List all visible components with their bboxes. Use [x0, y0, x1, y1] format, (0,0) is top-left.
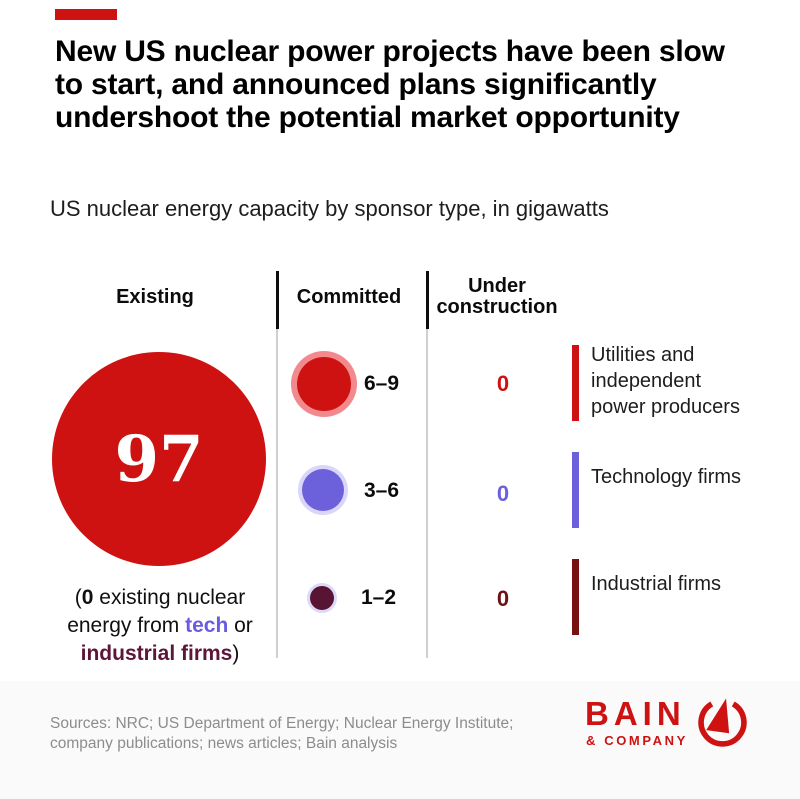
legend-label-utilities: Utilities and independent power producer… — [591, 344, 740, 418]
column-divider-extension — [426, 329, 428, 658]
page-title: New US nuclear power projects have been … — [55, 35, 725, 134]
existing-note-line3: industrial firms) — [80, 642, 240, 665]
sources-text: Sources: NRC; US Department of Energy; N… — [50, 714, 570, 754]
existing-capacity-value: 97 — [114, 421, 204, 497]
under-construction-value-industrial: 0 — [496, 586, 510, 611]
legend-bar-technology — [572, 452, 579, 528]
committed-range-industrial: 1–2 — [361, 586, 397, 609]
chart-subtitle: US nuclear energy capacity by sponsor ty… — [50, 196, 609, 221]
sources-line2: company publications; news articles; Bai… — [50, 735, 398, 752]
tech-highlight: tech — [185, 614, 229, 637]
committed-bubble-utilities — [291, 351, 357, 417]
committed-range-technology: 3–6 — [364, 479, 400, 502]
column-divider — [426, 271, 429, 329]
under-construction-value-utilities: 0 — [496, 371, 510, 396]
existing-note-line2: energy from tech or — [67, 614, 253, 637]
committed-bubble-technology — [298, 465, 348, 515]
existing-note-line1: (0 existing nuclear — [74, 586, 246, 609]
red-kicker-bar — [55, 9, 117, 20]
sources-line1: Sources: NRC; US Department of Energy; N… — [50, 715, 514, 732]
committed-bubble-technology-core — [302, 469, 344, 511]
legend-bar-utilities — [572, 345, 579, 421]
column-divider — [276, 271, 279, 329]
column-divider-extension — [276, 329, 278, 658]
legend-bar-industrial — [572, 559, 579, 635]
legend-label-industrial: Industrial firms — [591, 573, 722, 595]
legend-label-technology: Technology firms — [591, 466, 742, 488]
bain-compass-icon — [698, 698, 747, 747]
bain-logo-company: & COMPANY — [586, 733, 688, 748]
committed-bubble-industrial-core — [310, 586, 334, 610]
existing-capacity-bubble: 97 — [52, 352, 266, 566]
under-construction-value-technology: 0 — [496, 481, 510, 506]
committed-bubble-industrial — [307, 583, 337, 613]
bain-logo-wordmark: BAIN — [585, 695, 686, 732]
committed-bubble-utilities-core — [297, 357, 351, 411]
column-header-committed: Committed — [296, 286, 402, 308]
column-header-under-construction: Under construction — [436, 275, 558, 318]
footer-band — [0, 681, 800, 799]
industrial-highlight: industrial firms — [80, 642, 233, 665]
column-header-existing: Existing — [116, 286, 194, 308]
committed-range-utilities: 6–9 — [364, 372, 400, 395]
existing-note: (0 existing nuclear energy from tech or … — [36, 584, 284, 668]
